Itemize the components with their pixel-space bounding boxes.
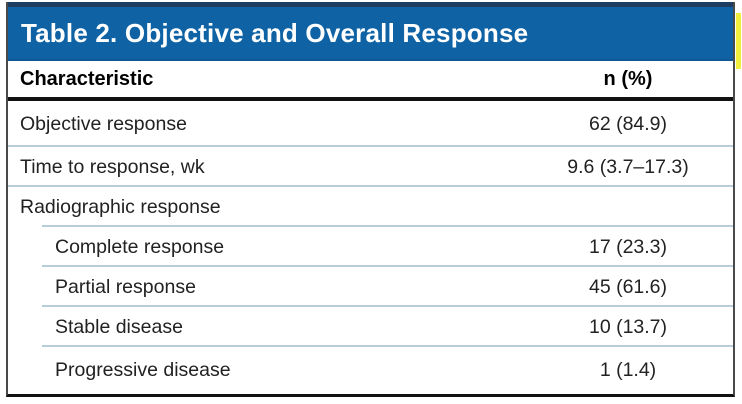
table-body: Objective response 62 (84.9) Time to res…	[8, 101, 733, 394]
table-row-progressive-disease: Progressive disease 1 (1.4)	[8, 347, 733, 394]
row-label: Partial response	[55, 275, 196, 298]
table-row-radiographic-response: Radiographic response	[8, 187, 733, 227]
row-value: 62 (84.9)	[588, 112, 668, 135]
table-row-time-to-response: Time to response, wk 9.6 (3.7–17.3)	[8, 147, 733, 187]
col-header-n-pct: n (%)	[603, 67, 653, 90]
row-separator	[42, 345, 733, 347]
scan-artifact-yellow	[736, 13, 741, 69]
column-header-row: Characteristic n (%)	[8, 61, 733, 101]
row-separator	[8, 185, 733, 187]
row-separator	[42, 265, 733, 267]
table-row-complete-response: Complete response 17 (23.3)	[8, 227, 733, 267]
table-row-partial-response: Partial response 45 (61.6)	[8, 267, 733, 307]
table-2-container: Table 2. Objective and Overall Response …	[6, 2, 735, 397]
col-header-characteristic: Characteristic	[20, 67, 154, 90]
row-label: Stable disease	[55, 315, 183, 338]
row-value: 9.6 (3.7–17.3)	[567, 155, 689, 178]
row-label: Progressive disease	[55, 359, 231, 381]
row-value	[513, 187, 742, 227]
row-label: Complete response	[55, 235, 225, 258]
row-value: 45 (61.6)	[588, 275, 668, 298]
table-row-stable-disease: Stable disease 10 (13.7)	[8, 307, 733, 347]
table-title: Table 2. Objective and Overall Response	[21, 17, 529, 48]
row-value: 1 (1.4)	[599, 359, 657, 381]
row-label: Radiographic response	[20, 195, 221, 218]
table-row-objective-response: Objective response 62 (84.9)	[8, 101, 733, 147]
row-separator	[42, 305, 733, 307]
row-label: Time to response, wk	[20, 155, 205, 178]
row-separator	[42, 225, 733, 227]
row-value: 17 (23.3)	[588, 235, 668, 258]
row-separator	[8, 145, 733, 147]
table-title-bar: Table 2. Objective and Overall Response	[8, 2, 733, 61]
row-value: 10 (13.7)	[588, 315, 668, 338]
row-label: Objective response	[20, 112, 187, 135]
